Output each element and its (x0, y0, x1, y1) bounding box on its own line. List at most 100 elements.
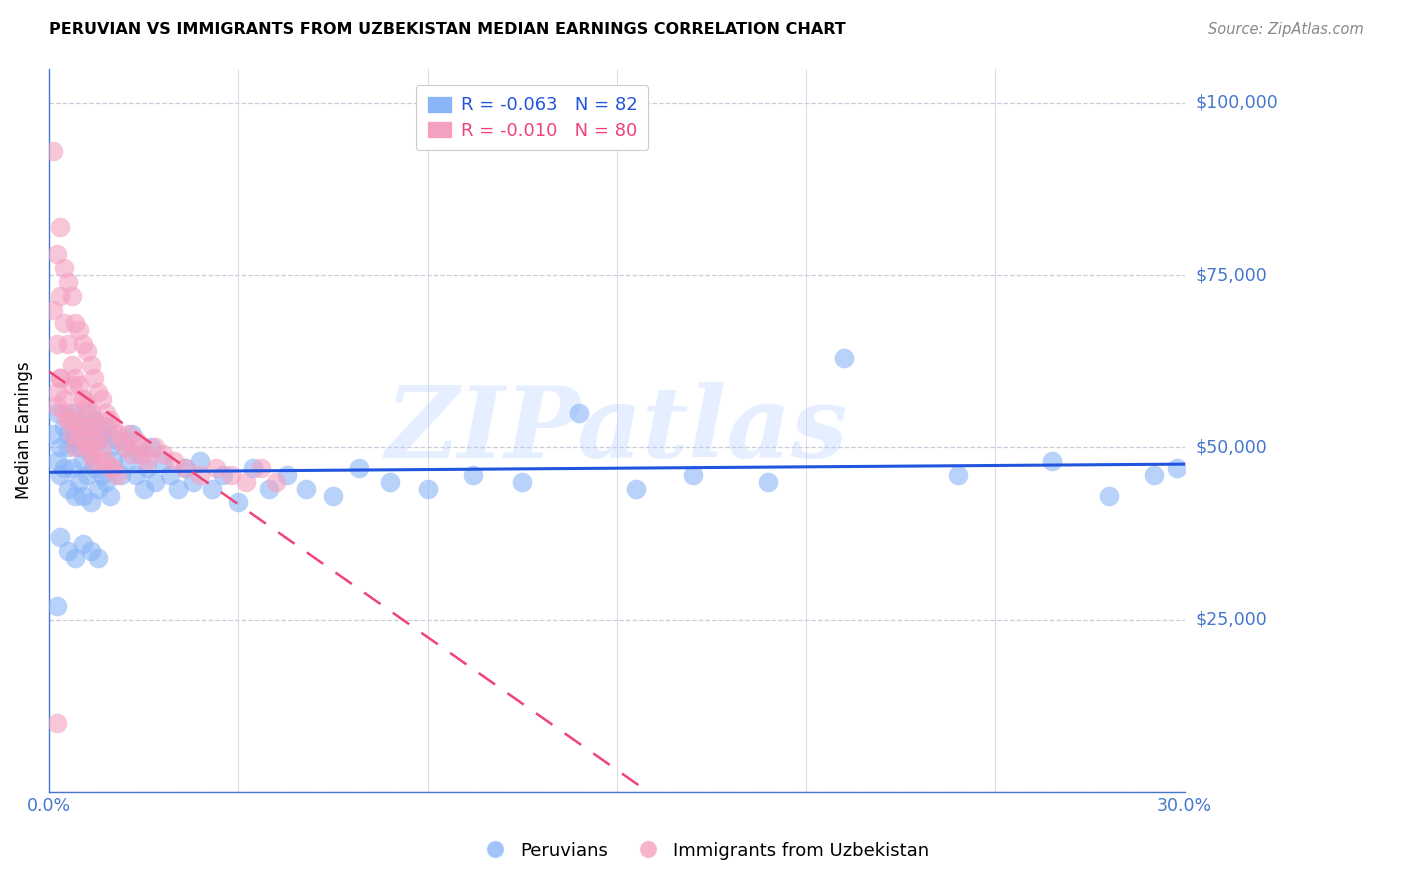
Text: Source: ZipAtlas.com: Source: ZipAtlas.com (1208, 22, 1364, 37)
Text: PERUVIAN VS IMMIGRANTS FROM UZBEKISTAN MEDIAN EARNINGS CORRELATION CHART: PERUVIAN VS IMMIGRANTS FROM UZBEKISTAN M… (49, 22, 846, 37)
Point (72, 434, 94, 448)
Point (67, 440, 90, 454)
Point (235, 475, 257, 489)
Point (53, 392, 76, 406)
Point (143, 475, 166, 489)
Point (143, 440, 166, 454)
Point (45, 454, 67, 468)
Point (65, 317, 87, 331)
Point (378, 475, 401, 489)
Y-axis label: Median Earnings: Median Earnings (15, 361, 32, 499)
Point (832, 351, 855, 365)
Legend: R = -0.063   N = 82, R = -0.010   N = 80: R = -0.063 N = 82, R = -0.010 N = 80 (416, 85, 648, 151)
Point (83, 454, 105, 468)
Point (110, 434, 132, 448)
Point (56, 440, 79, 454)
Point (257, 482, 280, 496)
Point (1040, 454, 1063, 468)
Point (105, 426, 128, 441)
Point (94, 419, 117, 434)
Point (98, 489, 121, 503)
Point (756, 475, 779, 489)
Point (91, 392, 114, 406)
Point (1098, 489, 1121, 503)
Point (94, 475, 117, 489)
Point (83, 371, 105, 385)
Point (125, 467, 148, 482)
Point (98, 461, 121, 475)
Point (49, 530, 72, 544)
Point (49, 371, 72, 385)
Point (87, 426, 110, 441)
Point (53, 461, 76, 475)
Point (72, 537, 94, 551)
Point (65, 371, 87, 385)
Point (56, 426, 79, 441)
Point (87, 550, 110, 565)
Text: $50,000: $50,000 (1195, 438, 1268, 457)
Point (98, 440, 121, 454)
Text: $25,000: $25,000 (1195, 610, 1268, 629)
Point (72, 454, 94, 468)
Point (53, 317, 76, 331)
Text: $75,000: $75,000 (1195, 266, 1268, 285)
Point (76, 343, 98, 358)
Point (87, 434, 110, 448)
Point (56, 275, 79, 289)
Point (53, 419, 76, 434)
Point (45, 715, 67, 730)
Point (946, 467, 969, 482)
Point (42, 144, 65, 158)
Point (510, 475, 533, 489)
Point (91, 440, 114, 454)
Point (87, 482, 110, 496)
Point (201, 482, 224, 496)
Point (76, 406, 98, 420)
Point (76, 426, 98, 441)
Point (152, 454, 174, 468)
Point (60, 289, 83, 303)
Point (67, 378, 90, 392)
Point (136, 454, 159, 468)
Point (159, 467, 181, 482)
Point (72, 392, 94, 406)
Point (87, 434, 110, 448)
Point (53, 261, 76, 276)
Point (250, 461, 273, 475)
Point (121, 447, 143, 461)
Point (103, 419, 125, 434)
Point (87, 385, 110, 400)
Point (79, 447, 101, 461)
Point (67, 475, 90, 489)
Point (65, 489, 87, 503)
Point (219, 467, 242, 482)
Point (79, 543, 101, 558)
Point (242, 461, 264, 475)
Point (174, 461, 197, 475)
Point (72, 392, 94, 406)
Point (349, 461, 371, 475)
Point (264, 475, 287, 489)
Point (83, 413, 105, 427)
Point (49, 219, 72, 234)
Point (204, 461, 226, 475)
Point (67, 323, 90, 337)
Point (91, 454, 114, 468)
Point (56, 337, 79, 351)
Point (76, 467, 98, 482)
Point (56, 413, 79, 427)
Point (105, 434, 128, 448)
Point (67, 419, 90, 434)
Point (79, 440, 101, 454)
Point (60, 378, 83, 392)
Point (226, 495, 249, 509)
Point (322, 489, 344, 503)
Point (276, 467, 298, 482)
Point (190, 467, 212, 482)
Point (103, 454, 125, 468)
Point (1143, 467, 1166, 482)
Point (181, 475, 204, 489)
Point (416, 482, 439, 496)
Point (76, 399, 98, 413)
Point (76, 440, 98, 454)
